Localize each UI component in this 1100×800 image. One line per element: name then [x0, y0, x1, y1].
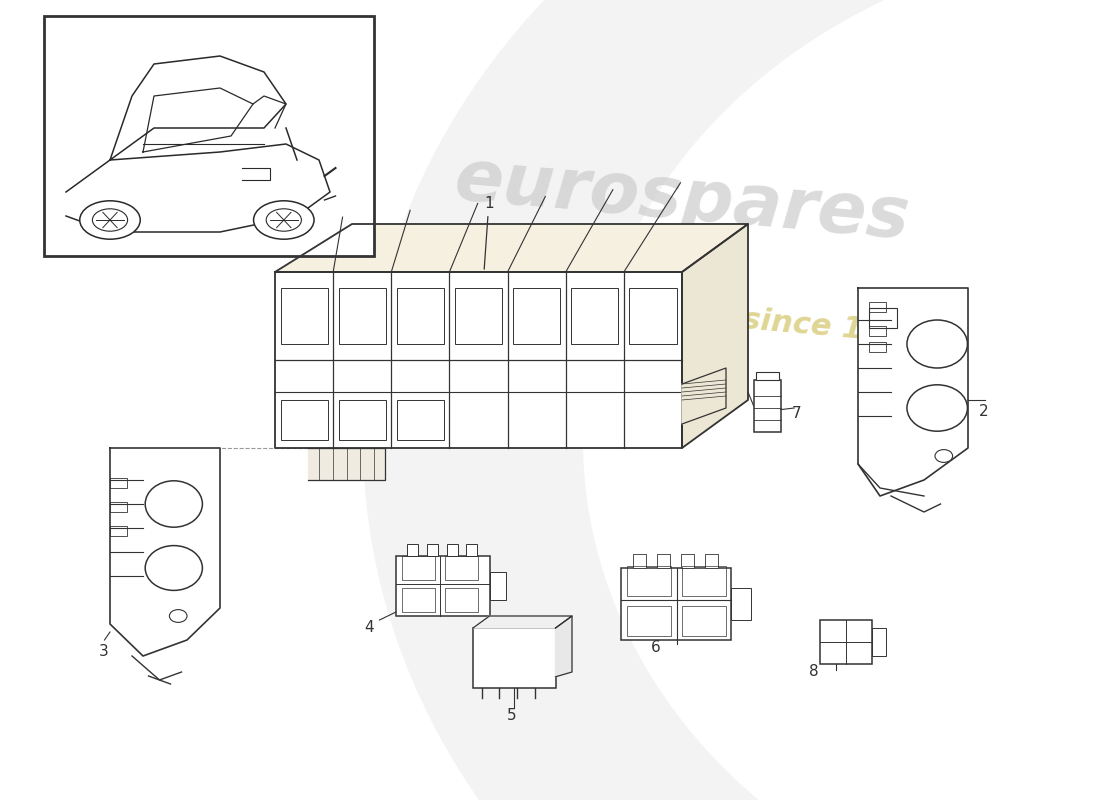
Bar: [732, 588, 751, 620]
Text: 3: 3: [99, 644, 109, 659]
Text: eurospares: eurospares: [451, 146, 913, 254]
Bar: [869, 302, 886, 312]
Bar: [446, 556, 478, 580]
Bar: [756, 372, 779, 380]
Bar: [110, 502, 126, 512]
Text: 6: 6: [651, 640, 660, 655]
Bar: [447, 544, 458, 556]
Circle shape: [935, 450, 953, 462]
Bar: [754, 380, 781, 432]
Bar: [397, 288, 444, 344]
Bar: [280, 400, 328, 440]
Bar: [621, 568, 732, 640]
Polygon shape: [556, 616, 572, 677]
Bar: [869, 342, 886, 352]
Bar: [402, 588, 434, 612]
Bar: [682, 566, 726, 596]
Polygon shape: [682, 368, 726, 424]
Bar: [869, 308, 896, 328]
Bar: [571, 288, 618, 344]
Bar: [396, 556, 490, 616]
Ellipse shape: [92, 209, 128, 231]
Text: 2: 2: [979, 404, 989, 419]
Bar: [681, 554, 694, 568]
Bar: [869, 326, 886, 336]
Polygon shape: [682, 224, 748, 448]
Bar: [455, 288, 502, 344]
Ellipse shape: [266, 209, 301, 231]
Bar: [682, 606, 726, 636]
Bar: [657, 554, 670, 568]
Ellipse shape: [145, 546, 202, 590]
Polygon shape: [275, 224, 748, 272]
Bar: [339, 400, 386, 440]
Polygon shape: [110, 448, 220, 656]
Bar: [490, 572, 506, 600]
Bar: [446, 588, 478, 612]
Polygon shape: [308, 448, 385, 480]
Ellipse shape: [145, 481, 202, 527]
Polygon shape: [275, 272, 682, 448]
Bar: [110, 478, 126, 488]
Bar: [705, 554, 718, 568]
Ellipse shape: [79, 201, 141, 239]
Text: 1: 1: [484, 196, 494, 270]
Text: 7: 7: [792, 406, 802, 421]
Polygon shape: [473, 616, 572, 628]
Text: a passion since 1985: a passion since 1985: [568, 290, 928, 350]
Bar: [280, 288, 328, 344]
Text: 8: 8: [810, 664, 818, 679]
Circle shape: [169, 610, 187, 622]
Bar: [339, 288, 386, 344]
Text: 4: 4: [364, 620, 374, 635]
PathPatch shape: [363, 0, 1100, 800]
Bar: [427, 544, 438, 556]
Ellipse shape: [906, 385, 968, 431]
Bar: [872, 628, 886, 656]
Bar: [44, 16, 374, 256]
Ellipse shape: [906, 320, 968, 368]
Bar: [402, 556, 434, 580]
Bar: [466, 544, 477, 556]
Bar: [407, 544, 418, 556]
Bar: [629, 288, 676, 344]
Bar: [632, 554, 646, 568]
Bar: [110, 526, 126, 536]
Bar: [473, 628, 556, 688]
Bar: [627, 566, 671, 596]
Polygon shape: [858, 288, 968, 496]
Bar: [397, 400, 444, 440]
Ellipse shape: [253, 201, 315, 239]
Bar: [627, 606, 671, 636]
Bar: [513, 288, 560, 344]
Text: 5: 5: [507, 708, 516, 723]
Bar: [820, 620, 872, 664]
